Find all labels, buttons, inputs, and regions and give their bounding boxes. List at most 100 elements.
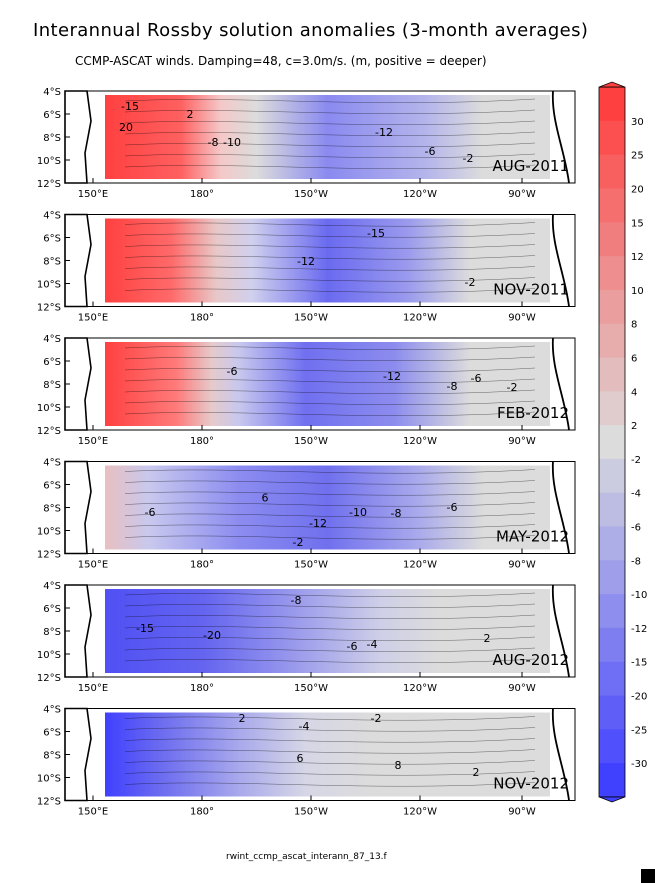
x-tick-label: 150°E	[78, 807, 108, 818]
colorbar-level-label: -6	[631, 523, 641, 534]
footer-filename: rwint_ccmp_ascat_interann_87_13.f	[226, 852, 387, 862]
x-tick-label: 120°W	[403, 807, 437, 818]
colorbar-level-label: 20	[631, 185, 644, 196]
y-tick-label: 8°S	[43, 627, 61, 638]
map-panel: 4°S 6°S 8°S 10°S 12°S 150°E 180° 150°W 120°W 90°W…	[37, 705, 576, 818]
colorbar-level-label: -10	[631, 590, 647, 601]
contour-label: -12	[375, 126, 393, 139]
contour-label: -15	[121, 100, 139, 113]
colorbar-bottom-arrow	[598, 796, 626, 803]
colorbar-level-label: -2	[631, 455, 641, 466]
colorbar-level-label: -4	[631, 489, 641, 500]
coastline-east	[551, 708, 570, 801]
contour-label: -6	[347, 640, 358, 653]
y-tick-label: 8°S	[43, 257, 61, 268]
colorbar-segment	[599, 695, 625, 730]
contour-line	[124, 782, 536, 787]
colorbar-level-label: 10	[631, 286, 644, 297]
y-tick-label: 10°S	[37, 156, 61, 167]
y-tick-label: 12°S	[37, 426, 61, 437]
colorbar-level-label: 25	[631, 151, 644, 162]
map-panel: 4°S 6°S 8°S 10°S 12°S 150°E 180° 150°W 120°W 90°W…	[37, 581, 576, 694]
contour-label: 8	[395, 759, 402, 772]
y-tick-label: 8°S	[43, 133, 61, 144]
colorbar-level-label: 30	[631, 117, 644, 128]
contour-label: -6	[447, 501, 458, 514]
colorbar-segment	[599, 188, 625, 223]
contour-line	[124, 288, 536, 293]
panel-period-label: AUG-2011	[493, 157, 569, 175]
panel-period-label: MAY-2012	[496, 528, 569, 546]
contour-label: -4	[299, 720, 310, 733]
coastline-east	[551, 584, 570, 678]
anomaly-field	[105, 465, 550, 550]
colorbar: 30 25 20 15 12 10 8 6 4 2 -2 -4 -6 -8 -10 -12 -15 -20 -25 -…	[598, 81, 647, 803]
contour-label: 20	[119, 121, 133, 134]
colorbar-level-label: 15	[631, 218, 644, 229]
contour-label: -20	[203, 629, 221, 642]
contour-label: -8	[291, 594, 302, 607]
contour-line	[124, 400, 536, 405]
contour-line	[124, 120, 536, 125]
coastline-east	[551, 90, 570, 184]
y-tick-label: 10°S	[37, 403, 61, 414]
colorbar-level-label: -15	[631, 658, 647, 669]
x-tick-label: 90°W	[508, 807, 536, 818]
x-tick-label: 150°W	[294, 560, 328, 571]
y-tick-label: 10°S	[37, 650, 61, 661]
y-tick-label: 6°S	[43, 110, 61, 121]
colorbar-segment	[599, 458, 625, 494]
y-tick-label: 4°S	[43, 211, 61, 222]
colorbar-level-label: 8	[631, 320, 637, 331]
map-panel: 4°S 6°S 8°S 10°S 12°S 150°E 180° 150°W 120°W 90°W…	[37, 458, 576, 571]
chart-subtitle: CCMP-ASCAT winds. Damping=48, c=3.0m/s. …	[75, 54, 487, 68]
colorbar-segment	[599, 357, 625, 392]
contour-label: -12	[297, 255, 315, 268]
colorbar-level-label: 6	[631, 354, 637, 365]
contour-line	[124, 142, 536, 147]
contour-label: -6	[227, 365, 238, 378]
x-tick-label: 150°E	[78, 560, 108, 571]
y-tick-label: 12°S	[37, 303, 61, 314]
x-tick-label: 150°W	[294, 436, 328, 447]
x-tick-label: 150°E	[78, 313, 108, 324]
colorbar-segment	[599, 661, 625, 697]
contour-line	[124, 716, 536, 721]
contour-line	[124, 345, 536, 350]
colorbar-segment	[599, 425, 625, 460]
y-tick-label: 10°S	[37, 527, 61, 538]
contour-line	[124, 513, 536, 518]
y-tick-label: 8°S	[43, 504, 61, 515]
y-tick-label: 6°S	[43, 728, 61, 739]
colorbar-level-label: -8	[631, 556, 641, 567]
x-tick-label: 90°W	[508, 313, 536, 324]
contour-line	[124, 614, 536, 619]
y-tick-label: 6°S	[43, 604, 61, 615]
contour-label: -12	[383, 370, 401, 383]
x-tick-label: 120°W	[403, 313, 437, 324]
colorbar-level-label: 2	[631, 421, 637, 432]
anomaly-field	[105, 589, 550, 673]
contour-label: -4	[367, 638, 378, 651]
contour-label: 6	[262, 492, 269, 505]
colorbar-segment	[599, 323, 625, 359]
y-tick-label: 6°S	[43, 481, 61, 492]
contour-line	[124, 255, 536, 260]
contour-line	[124, 378, 536, 383]
colorbar-segment	[599, 526, 625, 561]
contour-line	[124, 164, 536, 169]
colorbar-level-label: -20	[631, 692, 647, 703]
colorbar-segment	[599, 560, 625, 595]
contour-line	[124, 480, 536, 485]
colorbar-segment	[599, 289, 625, 325]
y-tick-label: 12°S	[37, 179, 61, 190]
contour-line	[124, 469, 536, 474]
colorbar-segment	[599, 763, 625, 798]
contour-label: 2	[484, 632, 491, 645]
y-tick-label: 12°S	[37, 550, 61, 561]
contour-line	[124, 367, 536, 372]
anomaly-field	[105, 342, 550, 426]
contour-line	[124, 738, 536, 743]
y-tick-label: 4°S	[43, 334, 61, 345]
contour-label: -8	[208, 136, 219, 149]
